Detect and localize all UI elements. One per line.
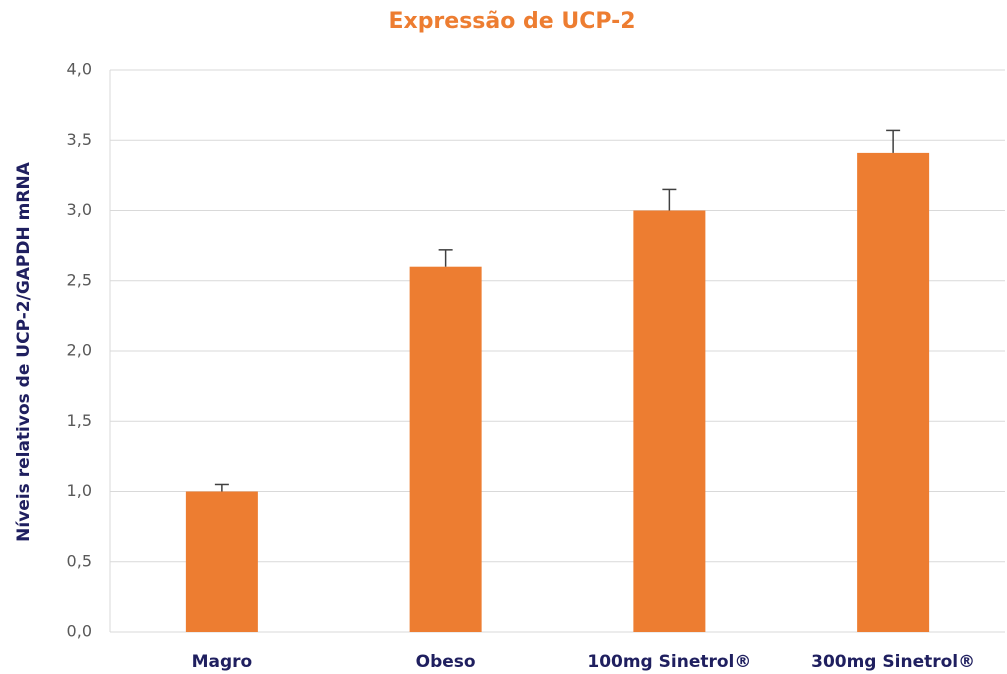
error-bar (662, 188, 677, 211)
y-tick-label: 1,5 (67, 411, 92, 430)
chart-title: Expressão de UCP-2 (388, 9, 635, 34)
y-tick-label: 0,5 (67, 551, 92, 570)
y-tick-label: 0,0 (67, 622, 92, 641)
error-bar (214, 483, 229, 492)
bar (633, 210, 706, 632)
x-tick-label: Magro (192, 652, 253, 672)
y-tick-label: 2,5 (67, 270, 92, 289)
y-tick-label: 4,0 (67, 60, 92, 79)
error-bar (886, 129, 901, 153)
y-tick-label: 1,0 (67, 481, 92, 500)
x-tick-label: 100mg Sinetrol® (587, 652, 751, 672)
error-bar (438, 249, 453, 267)
bar (409, 266, 482, 632)
x-tick-label: 300mg Sinetrol® (811, 652, 975, 672)
bar (857, 152, 930, 632)
y-tick-label: 2,0 (67, 341, 92, 360)
x-tick-label: Obeso (416, 652, 476, 672)
y-axis-label: Níveis relativos de UCP-2/GAPDH mRNA (14, 161, 34, 542)
y-tick-label: 3,5 (67, 130, 92, 149)
bar (185, 491, 258, 632)
y-tick-label: 3,0 (67, 200, 92, 219)
